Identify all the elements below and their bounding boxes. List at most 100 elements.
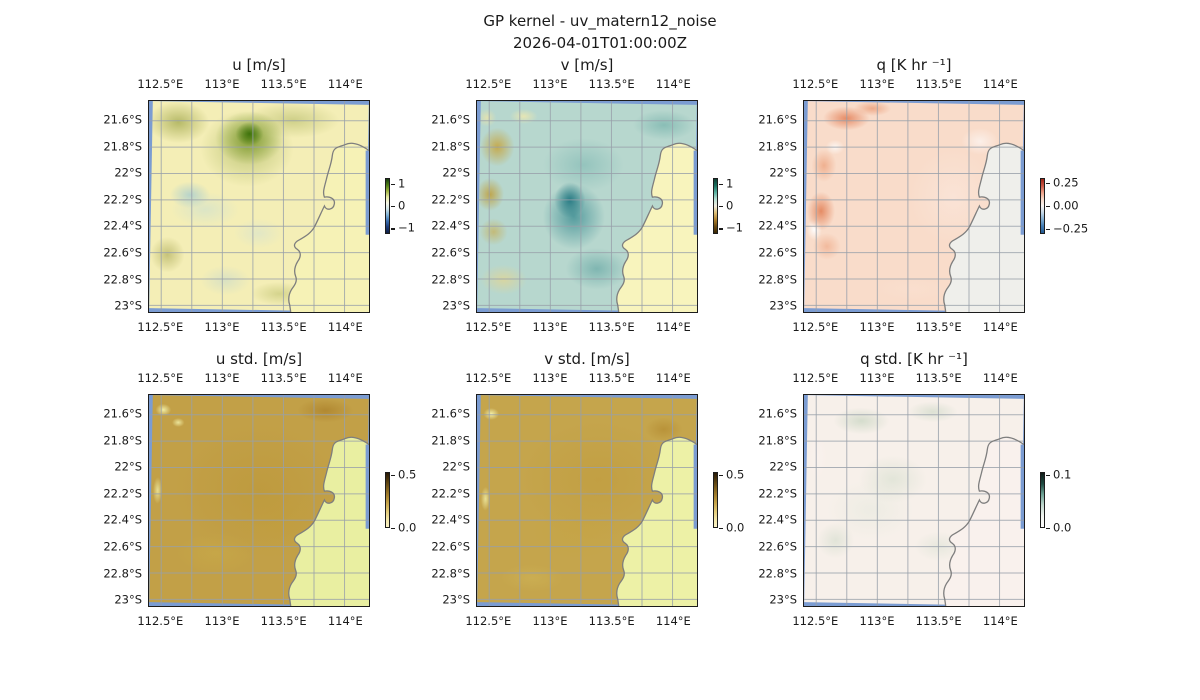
- y-tick: 22.4°S: [103, 218, 142, 233]
- map-canvas-v: [476, 100, 698, 313]
- colorbar-tick-label: −0.25: [1053, 221, 1089, 236]
- y-tick: 22.4°S: [103, 512, 142, 527]
- graticule-gridlines: [477, 101, 697, 312]
- x-tick-bottom: 113.5°E: [588, 614, 635, 628]
- subplot-title-v: v [m/s]: [560, 56, 614, 74]
- colorbar-tick-label: 0.25: [1053, 174, 1079, 189]
- y-tick: 22.6°S: [431, 539, 470, 554]
- coastline: [944, 437, 1024, 606]
- subplot-u: u [m/s] 112.5°E 112.5°E 113°E 113°E 113.5°E 11…: [103, 56, 415, 334]
- colorbar-gradient: [1040, 472, 1045, 528]
- land-mask: [943, 143, 1024, 312]
- y-tick: 22.4°S: [758, 218, 797, 233]
- subplot-q: q [K hr ⁻¹] 112.5°E 112.5°E 113°E 113°E 113.5…: [758, 56, 1088, 334]
- x-tick-bottom: 113.5°E: [915, 320, 962, 334]
- colorbar-tick-label: 0.0: [398, 520, 417, 535]
- y-tick: 22.2°S: [758, 486, 797, 501]
- subplot-title-v_std: v std. [m/s]: [544, 350, 630, 368]
- y-tick: 22°S: [442, 165, 470, 180]
- y-tick: 22.8°S: [431, 566, 470, 581]
- colorbar-tick-label: 0: [726, 198, 734, 213]
- x-tick-top: 112.5°E: [792, 371, 839, 385]
- y-tick: 21.6°S: [103, 112, 142, 127]
- x-tick-bottom: 113.5°E: [588, 320, 635, 334]
- colorbar-tick: [391, 228, 395, 230]
- x-tick-top: 113°E: [859, 77, 895, 91]
- colorbar-tick-label: 1: [726, 175, 734, 190]
- colorbar-gradient: [713, 472, 718, 528]
- y-tick: 22°S: [769, 459, 797, 474]
- graticule-gridlines: [149, 101, 369, 312]
- subplot-title-q_std: q std. [K hr ⁻¹]: [860, 350, 968, 368]
- x-tick-bottom: 112.5°E: [792, 320, 839, 334]
- colorbar-tick: [391, 183, 395, 185]
- colorbar-gradient: [1040, 178, 1045, 234]
- y-tick: 22.4°S: [431, 512, 470, 527]
- gulf-water: [1020, 444, 1024, 529]
- y-tick: 21.8°S: [103, 138, 142, 153]
- x-tick-bottom: 113.5°E: [260, 614, 307, 628]
- y-tick: 23°S: [442, 592, 470, 607]
- graticule-gridlines: [804, 395, 1024, 606]
- coastline: [289, 143, 369, 312]
- subplot-v-std: v std. [m/s] 112.5°E 112.5°E 113°E 113°E 113.…: [431, 350, 744, 628]
- y-tick: 21.6°S: [758, 112, 797, 127]
- map-canvas-v_std: [476, 394, 698, 607]
- colorbar-tick: [719, 206, 723, 208]
- colorbar-tick: [719, 228, 723, 230]
- x-tick-bottom: 112.5°E: [137, 614, 184, 628]
- y-tick: 22.4°S: [431, 218, 470, 233]
- y-tick: 23°S: [114, 592, 142, 607]
- x-tick-top: 113.5°E: [915, 371, 962, 385]
- y-tick: 22.8°S: [103, 272, 142, 287]
- map-overlay: [477, 101, 697, 312]
- y-tick: 22.6°S: [431, 245, 470, 260]
- colorbar-v_std: 0.5 0.0: [713, 467, 744, 534]
- x-tick-bottom: 114°E: [982, 614, 1018, 628]
- figure-subtitle: 2026-04-01T01:00:00Z: [513, 34, 687, 52]
- coastline: [944, 143, 1024, 312]
- x-tick-bottom: 112.5°E: [465, 320, 512, 334]
- colorbar-tick: [1046, 182, 1050, 184]
- land-mask: [288, 437, 369, 606]
- colorbar-tick: [719, 183, 723, 185]
- y-tick: 21.6°S: [758, 406, 797, 421]
- x-tick-top: 113.5°E: [260, 77, 307, 91]
- colorbar-tick-label: 1: [398, 175, 406, 190]
- x-tick-bottom: 112.5°E: [792, 614, 839, 628]
- y-tick: 22°S: [442, 459, 470, 474]
- land-mask: [288, 143, 369, 312]
- map-overlay: [149, 395, 369, 606]
- colorbar-tick-label: 0.5: [726, 467, 745, 482]
- x-tick-bottom: 113°E: [532, 320, 568, 334]
- colorbar-tick: [391, 475, 395, 477]
- colorbar-tick: [1046, 475, 1050, 477]
- y-tick: 21.8°S: [103, 432, 142, 447]
- gulf-water: [693, 150, 697, 235]
- colorbar-u_std: 0.5 0.0: [385, 467, 416, 534]
- colorbar-tick: [391, 528, 395, 530]
- graticule-gridlines: [804, 101, 1024, 312]
- x-tick-top: 113°E: [532, 77, 568, 91]
- y-tick: 23°S: [442, 298, 470, 313]
- x-tick-top: 113.5°E: [260, 371, 307, 385]
- graticule-gridlines: [149, 395, 369, 606]
- x-tick-bottom: 112.5°E: [137, 320, 184, 334]
- y-tick: 23°S: [769, 298, 797, 313]
- x-tick-top: 113°E: [532, 371, 568, 385]
- y-tick: 22.6°S: [758, 539, 797, 554]
- y-tick: 21.8°S: [758, 138, 797, 153]
- land-mask: [943, 437, 1024, 606]
- x-tick-top: 112.5°E: [792, 77, 839, 91]
- y-tick: 22.2°S: [103, 486, 142, 501]
- colorbar-tick: [1046, 528, 1050, 530]
- subplot-title-u_std: u std. [m/s]: [215, 350, 303, 368]
- x-tick-top: 114°E: [327, 77, 363, 91]
- x-tick-bottom: 114°E: [655, 320, 691, 334]
- y-tick: 21.6°S: [431, 406, 470, 421]
- subplot-title-u: u [m/s]: [232, 56, 286, 74]
- x-tick-top: 114°E: [982, 371, 1018, 385]
- x-tick-bottom: 113.5°E: [260, 320, 307, 334]
- y-tick: 21.8°S: [431, 432, 470, 447]
- y-tick: 22.6°S: [103, 245, 142, 260]
